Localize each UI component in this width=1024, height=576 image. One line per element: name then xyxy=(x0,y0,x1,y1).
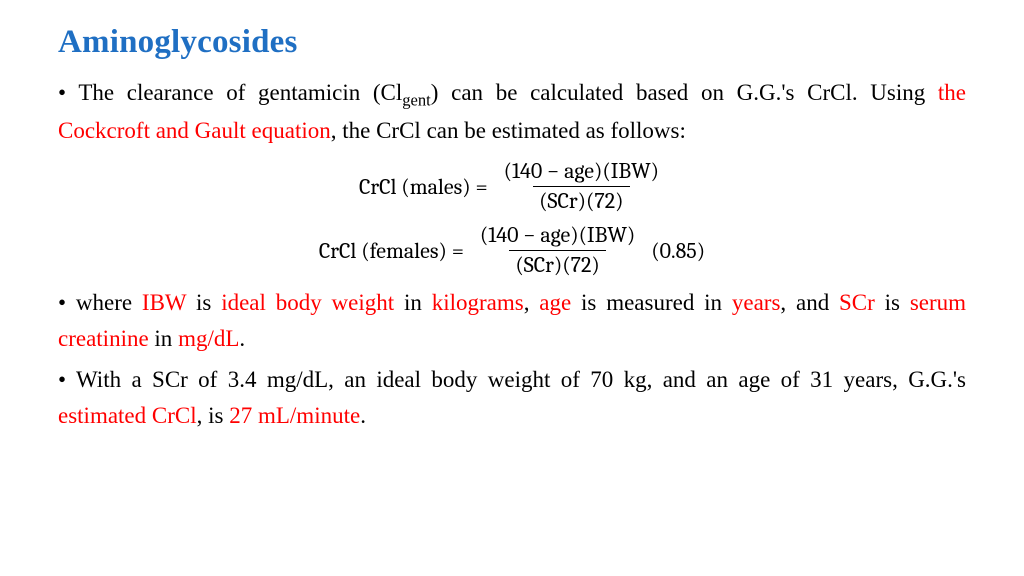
equation-block: CrCl (males) = (140 − age)(IBW) (SCr)(72… xyxy=(58,155,966,283)
p2-g: , xyxy=(524,290,540,315)
equation-female: CrCl (females) = (140 − age)(IBW) (SCr)(… xyxy=(319,222,705,280)
p2-j: years xyxy=(732,290,781,315)
slide-title: Aminoglycosides xyxy=(58,24,966,61)
eq-male-denominator: (SCr)(72) xyxy=(533,186,629,216)
p2-h: age xyxy=(539,290,571,315)
p2-e: in xyxy=(394,290,432,315)
p2-o: in xyxy=(149,326,178,351)
p3-e: . xyxy=(360,403,366,428)
p3-d: 27 mL/minute xyxy=(229,403,360,428)
p3-c: , is xyxy=(197,403,230,428)
eq-male-numerator: (140 − age)(IBW) xyxy=(498,158,665,187)
equation-male: CrCl (males) = (140 − age)(IBW) (SCr)(72… xyxy=(359,158,665,216)
bullet-3: With a SCr of 3.4 mg/dL, an ideal body w… xyxy=(58,362,966,433)
eq-female-trail: (0.85) xyxy=(651,234,705,268)
p3-a: With a SCr of 3.4 mg/dL, an ideal body w… xyxy=(76,367,966,392)
p2-m: is xyxy=(875,290,910,315)
p1-text-b: ) can be calculated based on G.G.'s CrCl… xyxy=(431,80,938,105)
p2-f: kilograms xyxy=(432,290,524,315)
eq-male-fraction: (140 − age)(IBW) (SCr)(72) xyxy=(498,158,665,216)
slide-body: The clearance of gentamicin (Clgent) can… xyxy=(58,75,966,433)
p2-c: is xyxy=(186,290,221,315)
eq-female-numerator: (140 − age)(IBW) xyxy=(474,222,641,251)
p2-b: IBW xyxy=(142,290,186,315)
p2-i: is measured in xyxy=(571,290,732,315)
p2-q: . xyxy=(239,326,245,351)
eq-male-label: CrCl (males) = xyxy=(359,170,488,204)
p2-a: where xyxy=(76,290,142,315)
bullet-1: The clearance of gentamicin (Clgent) can… xyxy=(58,75,966,149)
p2-d: ideal body weight xyxy=(221,290,394,315)
bullet-2: where IBW is ideal body weight in kilogr… xyxy=(58,285,966,356)
p1-text-a: The clearance of gentamicin (Cl xyxy=(78,80,402,105)
p3-b: estimated CrCl xyxy=(58,403,197,428)
p1-text-d: , the CrCl can be estimated as follows: xyxy=(331,118,686,143)
eq-female-fraction: (140 − age)(IBW) (SCr)(72) xyxy=(474,222,641,280)
p1-subscript: gent xyxy=(402,91,431,110)
eq-female-denominator: (SCr)(72) xyxy=(509,250,605,280)
p2-l: SCr xyxy=(839,290,875,315)
p2-p: mg/dL xyxy=(178,326,239,351)
slide: Aminoglycosides The clearance of gentami… xyxy=(0,0,1024,576)
eq-female-label: CrCl (females) = xyxy=(319,234,464,268)
p2-k: , and xyxy=(780,290,839,315)
